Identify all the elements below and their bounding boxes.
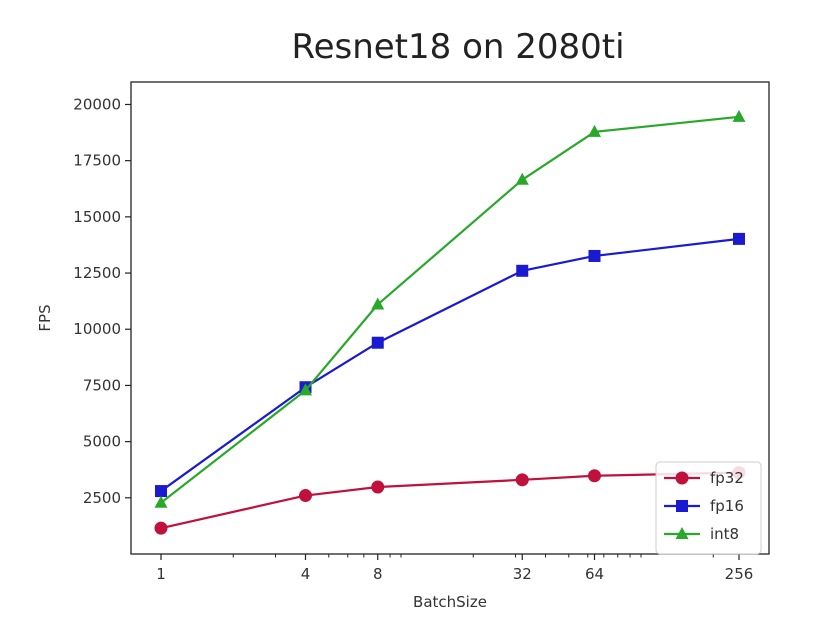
chart-title: Resnet18 on 2080ti	[291, 27, 624, 67]
x-tick-label: 1	[156, 565, 166, 583]
data-point-int8	[299, 383, 312, 396]
x-axis-label: BatchSize	[413, 593, 487, 611]
series-line-fp32	[160, 471, 740, 530]
data-point-int8	[732, 109, 746, 122]
y-tick-label: 17500	[73, 152, 121, 170]
y-tick-label: 12500	[73, 264, 121, 282]
data-point-int8	[154, 495, 168, 508]
y-axis-label: FPS	[36, 304, 54, 331]
y-tick-label: 5000	[83, 433, 121, 451]
data-point-fp32	[588, 469, 601, 483]
data-point-int8	[515, 172, 529, 185]
x-tick-label: 8	[373, 565, 383, 583]
data-point-fp16	[371, 336, 384, 349]
y-tick-label: 15000	[73, 208, 121, 226]
series-line-fp16	[160, 237, 740, 492]
data-point-fp32	[371, 480, 385, 494]
x-axis: 1 4 8 32 64 256	[156, 554, 753, 583]
data-point-fp32	[154, 521, 168, 535]
y-tick-label: 20000	[73, 95, 121, 113]
x-tick-label: 32	[513, 565, 532, 583]
legend-label-fp32: fp32	[710, 469, 744, 487]
plot-area	[130, 81, 770, 555]
legend-marker-fp16	[676, 500, 688, 512]
legend-marker-int8	[675, 527, 689, 539]
y-axis: 2500 5000 7500 10000 12500 15000 17500 20000	[73, 95, 131, 507]
series-line-int8	[160, 115, 740, 504]
data-point-fp16	[516, 264, 529, 277]
legend: fp32 fp16 int8	[655, 461, 762, 555]
data-point-int8	[371, 297, 385, 310]
series-layer	[154, 109, 746, 535]
x-tick-label: 256	[725, 565, 754, 583]
legend-marker-fp32	[675, 471, 689, 485]
data-point-fp32	[299, 489, 312, 503]
y-tick-label: 7500	[83, 376, 121, 394]
series-int8	[154, 109, 746, 508]
legend-label-fp16: fp16	[710, 497, 744, 515]
legend-box	[655, 461, 762, 555]
x-tick-label: 4	[301, 565, 311, 583]
y-tick-label: 2500	[83, 489, 121, 507]
x-tick-label: 64	[585, 565, 604, 583]
y-tick-label: 10000	[73, 320, 121, 338]
data-point-fp16	[733, 232, 745, 245]
data-point-fp16	[588, 249, 601, 262]
data-point-int8	[588, 124, 601, 137]
legend-label-int8: int8	[710, 525, 739, 543]
data-point-fp16	[155, 485, 167, 498]
data-point-fp32	[515, 473, 529, 487]
series-fp16	[155, 232, 745, 498]
